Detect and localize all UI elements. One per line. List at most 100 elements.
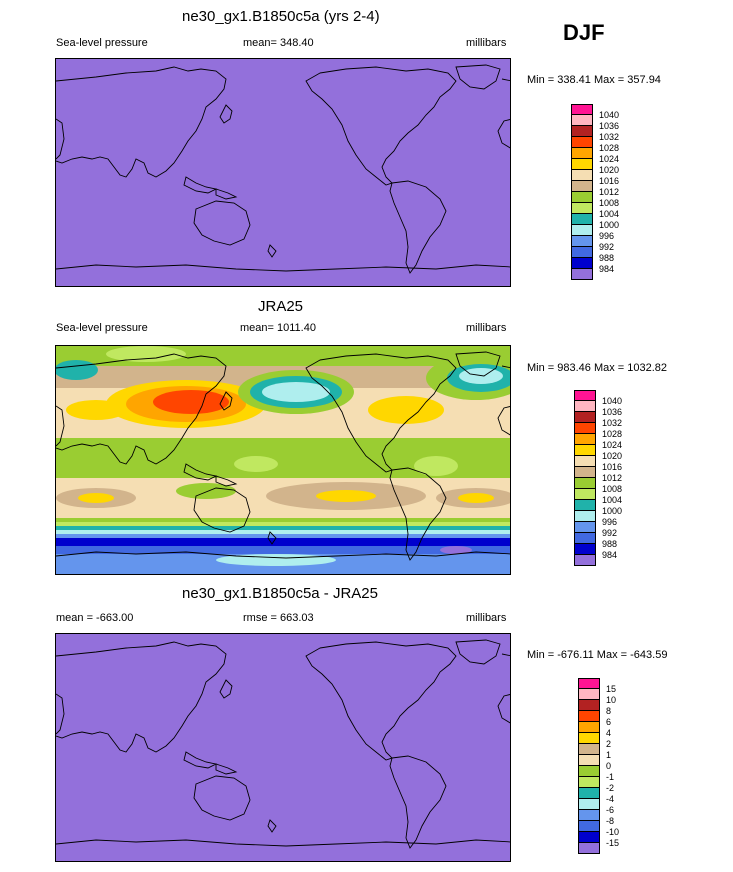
colorbar-label: 1012 [602, 473, 623, 483]
colorbar-label: 1028 [602, 429, 623, 439]
panel1-minmax-label: Min = 338.41 Max = 357.94 [527, 74, 661, 86]
field-high-north-america [368, 396, 444, 424]
panel1-colorbar: 1040 1036 1032 1028 1024 1020 1016 1012 … [571, 104, 631, 284]
colorbar-label: 1004 [599, 209, 620, 219]
colorbar-label: 1032 [602, 418, 623, 428]
colorbar-label: 1024 [599, 154, 620, 164]
colorbar-swatch [571, 170, 593, 181]
field-high-indian-core [78, 493, 114, 503]
colorbar-swatch [578, 843, 600, 854]
colorbar-swatch [571, 247, 593, 258]
colorbar-swatch [574, 434, 596, 445]
panel1-title: ne30_gx1.B1850c5a (yrs 2-4) [182, 8, 380, 25]
colorbar-label: 1000 [599, 220, 620, 230]
colorbar-label: 2 [606, 739, 612, 749]
field-high-south-pacific-core [316, 490, 376, 502]
colorbar-swatch [574, 401, 596, 412]
colorbar-label: 988 [599, 253, 615, 263]
season-label: DJF [563, 20, 605, 45]
colorbar-swatch [571, 181, 593, 192]
colorbar-swatch [574, 390, 596, 401]
colorbar-swatch [578, 711, 600, 722]
panel3-map [55, 633, 511, 862]
colorbar-swatch [571, 214, 593, 225]
colorbar-label: 992 [602, 528, 618, 538]
colorbar-label: 992 [599, 242, 615, 252]
colorbar-swatch [574, 489, 596, 500]
colorbar-label: 988 [602, 539, 618, 549]
colorbar-swatch [578, 821, 600, 832]
colorbar-swatch [571, 269, 593, 280]
colorbar-swatch [571, 148, 593, 159]
colorbar-swatch [571, 159, 593, 170]
colorbar-swatch [574, 533, 596, 544]
field-band-south-1008 [56, 518, 510, 522]
colorbar-label: 10 [606, 695, 617, 705]
colorbar-swatch [578, 832, 600, 843]
colorbar-swatch [571, 192, 593, 203]
panel2-map [55, 345, 511, 575]
panel2-mean-label: mean= 1011.40 [240, 322, 316, 334]
panel3-mean-label: mean = -663.00 [56, 612, 134, 624]
colorbar-label: -8 [606, 816, 615, 826]
colorbar-label: -4 [606, 794, 615, 804]
colorbar-label: 6 [606, 717, 612, 727]
panel3-colorbar: 15 10 8 6 4 2 1 0 -1 -2 -4 -6 -8 -10 -15 [578, 678, 638, 858]
field-band-south-996 [56, 530, 510, 534]
colorbar-swatch [571, 236, 593, 247]
field-low-south-america [414, 456, 458, 476]
colorbar-swatch [574, 467, 596, 478]
colorbar-label: 15 [606, 684, 617, 694]
colorbar-label: -6 [606, 805, 615, 815]
field-aleutian-low-core [262, 382, 330, 402]
colorbar-label: 984 [599, 264, 615, 274]
panel2-title: JRA25 [258, 298, 304, 315]
colorbar-swatch [574, 511, 596, 522]
colorbar-swatch [578, 755, 600, 766]
field-arctic-ridge [106, 346, 186, 362]
colorbar-label: 1000 [602, 506, 623, 516]
colorbar-label: 1024 [602, 440, 623, 450]
field-band-south-992 [56, 534, 510, 538]
colorbar-swatch [574, 544, 596, 555]
panel3-minmax-label: Min = -676.11 Max = -643.59 [527, 649, 668, 661]
field-low-australia [176, 483, 236, 499]
colorbar-swatch [571, 115, 593, 126]
panel1-map [55, 58, 511, 287]
colorbar-swatch [578, 744, 600, 755]
field-min-984 [440, 546, 472, 554]
panel3-coastlines [56, 639, 510, 849]
panel3-units-label: millibars [466, 612, 507, 624]
field-band-south-1000 [56, 526, 510, 530]
colorbar-label: -1 [606, 772, 615, 782]
field-high-atlantic [66, 400, 126, 420]
colorbar-label: 996 [599, 231, 615, 241]
field-band-south-988 [56, 546, 510, 554]
colorbar-label: 1008 [602, 484, 623, 494]
colorbar-label: 996 [602, 517, 618, 527]
colorbar-swatch [578, 788, 600, 799]
colorbar-swatch [574, 412, 596, 423]
colorbar-label: 1040 [599, 110, 620, 120]
colorbar-label: 984 [602, 550, 618, 560]
colorbar-label: -15 [606, 838, 620, 848]
panel2-variable-label: Sea-level pressure [56, 322, 148, 334]
field-low-indonesia [234, 456, 278, 472]
panel1-variable-label: Sea-level pressure [56, 37, 148, 49]
colorbar-label: 1020 [602, 451, 623, 461]
colorbar-swatch [571, 137, 593, 148]
colorbar-label: 1036 [602, 407, 623, 417]
colorbar-swatch [578, 689, 600, 700]
colorbar-label: 1 [606, 750, 612, 760]
colorbar-swatch [578, 810, 600, 821]
colorbar-label: 0 [606, 761, 612, 771]
colorbar-swatch [578, 678, 600, 689]
colorbar-label: -2 [606, 783, 615, 793]
field-high-south-atlantic-core [458, 493, 494, 503]
colorbar-swatch [578, 799, 600, 810]
colorbar-label: 8 [606, 706, 612, 716]
colorbar-swatch [574, 522, 596, 533]
colorbar-swatch [571, 126, 593, 137]
colorbar-swatch [571, 104, 593, 115]
panel2-field [56, 346, 510, 574]
